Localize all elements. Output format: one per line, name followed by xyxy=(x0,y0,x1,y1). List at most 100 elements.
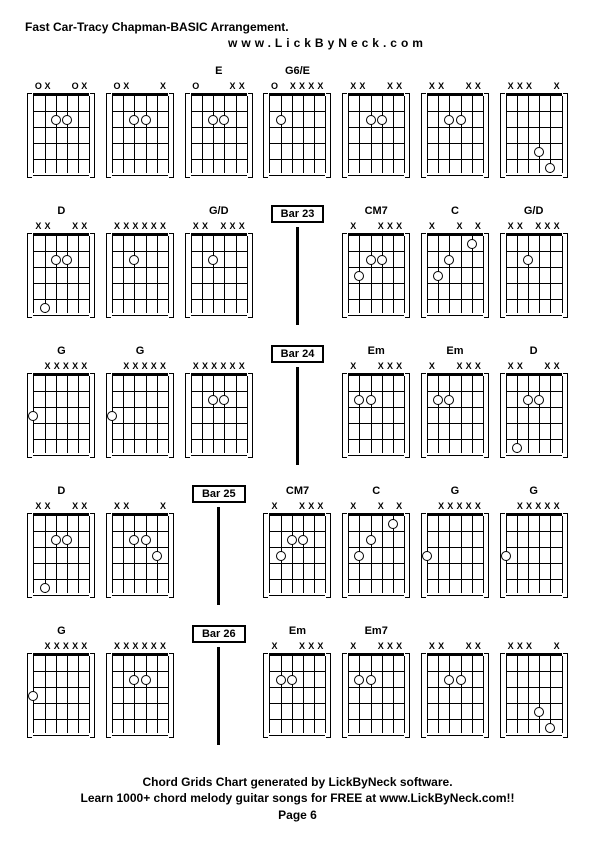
string-line xyxy=(112,96,113,173)
finger-dot xyxy=(141,535,151,545)
string-line xyxy=(539,236,540,313)
fret-line xyxy=(427,423,483,424)
fret-line xyxy=(191,455,247,456)
string-markers: XXXX xyxy=(506,362,562,372)
fret-line xyxy=(348,735,404,736)
finger-dot xyxy=(422,551,432,561)
mute-marker: X xyxy=(141,222,149,232)
bracket-left xyxy=(500,653,505,738)
finger-dot xyxy=(28,691,38,701)
string-line xyxy=(112,516,113,593)
fret-line xyxy=(427,175,483,176)
chord-label: C xyxy=(451,205,459,219)
fret-line xyxy=(506,687,562,688)
finger-dot xyxy=(287,535,297,545)
mute-marker: X xyxy=(437,502,445,512)
blank-marker xyxy=(131,502,139,512)
string-markers: OXX xyxy=(112,82,168,92)
string-line xyxy=(67,376,68,453)
bracket-right xyxy=(90,373,95,458)
blank-marker xyxy=(543,642,551,652)
chord-diagram: DXXXX xyxy=(497,345,570,465)
bracket-left xyxy=(106,513,111,598)
fret-line xyxy=(33,251,89,252)
string-line xyxy=(550,96,551,173)
fret-line xyxy=(191,391,247,392)
chord-label: Em xyxy=(446,345,463,359)
string-line xyxy=(528,656,529,733)
mute-marker: X xyxy=(238,362,246,372)
chord-diagram: XXXX xyxy=(340,65,413,185)
fret-line xyxy=(112,719,168,720)
chord-diagram: GXXXXX xyxy=(25,345,98,465)
blank-marker xyxy=(368,502,376,512)
fret-line xyxy=(112,531,168,532)
mute-marker: X xyxy=(192,222,200,232)
finger-dot xyxy=(208,395,218,405)
bracket-left xyxy=(421,373,426,458)
mute-marker: X xyxy=(62,642,70,652)
string-markers: XXXXX xyxy=(33,642,89,652)
blank-marker xyxy=(507,502,515,512)
fret-line xyxy=(506,391,562,392)
mute-marker: X xyxy=(307,502,315,512)
fret-line xyxy=(269,735,325,736)
blank-marker xyxy=(280,82,288,92)
fret-line xyxy=(33,127,89,128)
string-line xyxy=(236,96,237,173)
fret-line xyxy=(427,547,483,548)
chord-box: XXXX xyxy=(269,502,325,593)
blank-marker xyxy=(289,642,297,652)
bracket-right xyxy=(484,93,489,178)
string-line xyxy=(371,96,372,173)
blank-marker xyxy=(53,222,61,232)
chord-grid: OXOXOXXEOXXG6/EOXXXXXXXXXXXXXXXXDXXXXXXX… xyxy=(25,65,570,745)
string-line xyxy=(303,516,304,593)
bracket-left xyxy=(421,93,426,178)
string-line xyxy=(303,656,304,733)
string-line xyxy=(461,96,462,173)
string-line xyxy=(213,236,214,313)
fret-line xyxy=(112,439,168,440)
fretboard xyxy=(506,653,562,733)
string-line xyxy=(112,236,113,313)
mute-marker: X xyxy=(159,82,167,92)
mute-marker: X xyxy=(446,502,454,512)
bar-separator: Bar 24 xyxy=(261,345,334,465)
open-marker: O xyxy=(71,82,79,92)
fret-line xyxy=(269,159,325,160)
bracket-right xyxy=(484,233,489,318)
chord-label: G xyxy=(57,345,66,359)
mute-marker: X xyxy=(428,82,436,92)
mute-marker: X xyxy=(386,362,394,372)
mute-marker: X xyxy=(349,362,357,372)
string-line xyxy=(528,516,529,593)
fret-line xyxy=(112,423,168,424)
string-line xyxy=(202,96,203,173)
string-line xyxy=(56,516,57,593)
string-line xyxy=(78,656,79,733)
fret-line xyxy=(269,595,325,596)
chord-label: D xyxy=(57,485,65,499)
fret-line xyxy=(427,283,483,284)
bracket-right xyxy=(90,93,95,178)
fret-line xyxy=(506,251,562,252)
mute-marker: X xyxy=(298,82,306,92)
fret-line xyxy=(348,579,404,580)
chord-diagram: DXXXX xyxy=(25,205,98,325)
fret-line xyxy=(348,159,404,160)
chord-label: Em xyxy=(289,625,306,639)
bracket-left xyxy=(342,233,347,318)
mute-marker: X xyxy=(474,222,482,232)
bracket-left xyxy=(500,93,505,178)
string-line xyxy=(550,236,551,313)
blank-marker xyxy=(368,222,376,232)
fret-line xyxy=(191,127,247,128)
fret-line xyxy=(191,439,247,440)
string-line xyxy=(539,96,540,173)
chord-label: G xyxy=(529,485,538,499)
blank-marker xyxy=(368,642,376,652)
chord-diagram: XXXXXX xyxy=(104,625,177,745)
blank-marker xyxy=(201,82,209,92)
finger-dot xyxy=(354,675,364,685)
